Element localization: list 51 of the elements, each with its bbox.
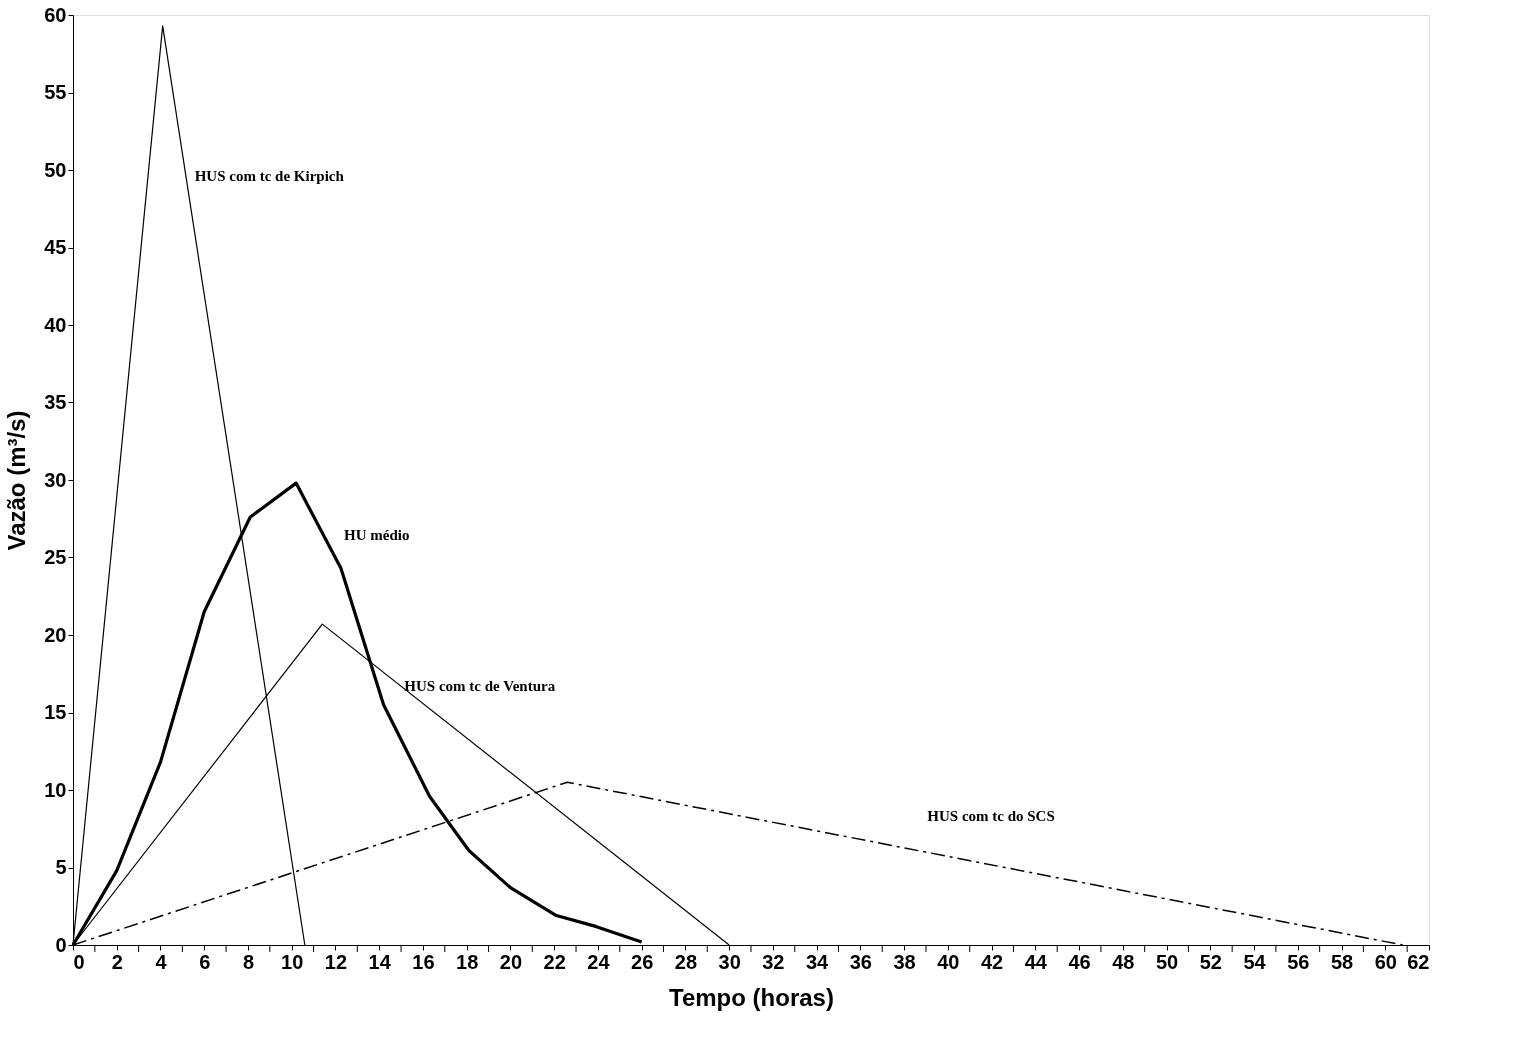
- x-tick-label: 2: [111, 950, 123, 973]
- x-tick-label: 6: [199, 950, 211, 973]
- x-tick-label: 56: [1287, 950, 1310, 973]
- y-tick-label: 35: [44, 391, 67, 413]
- series-label: HUS com tc do SCS: [927, 808, 1055, 825]
- y-tick-label: 0: [55, 933, 67, 956]
- x-tick-label: 58: [1330, 950, 1354, 973]
- x-tick-label: 24: [587, 950, 611, 973]
- y-tick-label: 5: [55, 856, 67, 878]
- x-tick-label: 8: [242, 950, 255, 973]
- x-tick-label: 28: [674, 950, 698, 973]
- y-tick-label: 40: [44, 313, 67, 336]
- x-tick-label: 12: [324, 950, 348, 973]
- x-tick-label: 52: [1199, 950, 1222, 973]
- x-axis-title: Tempo (horas): [669, 983, 834, 1011]
- x-tick-label: 54: [1243, 950, 1267, 973]
- x-tick-label: 30: [718, 950, 741, 973]
- x-tick-label: 0: [73, 950, 85, 973]
- x-tick-label: 16: [412, 950, 435, 973]
- x-tick-label: 18: [456, 950, 479, 973]
- x-tick-label: 34: [805, 950, 830, 973]
- x-tick-label: 50: [1155, 950, 1179, 973]
- x-tick-label: 48: [1112, 950, 1135, 973]
- x-tick-label: 10: [281, 950, 304, 973]
- x-tick-label: 36: [849, 950, 872, 973]
- y-tick-label: 20: [44, 623, 67, 646]
- x-tick-label: 40: [937, 950, 960, 973]
- y-axis-title: Vazão (m³/s): [3, 410, 31, 551]
- series-label: HUS com tc de Ventura: [404, 678, 556, 695]
- series-label: HU médio: [344, 527, 410, 544]
- y-tick-label: 50: [44, 158, 67, 181]
- y-tick-label: 15: [44, 701, 67, 723]
- x-tick-label: 46: [1068, 950, 1091, 973]
- x-tick-label: 4: [155, 950, 168, 973]
- series-label: HUS com tc de Kirpich: [194, 167, 345, 184]
- x-tick-label: 32: [762, 950, 785, 973]
- y-tick-label: 45: [44, 236, 67, 258]
- x-tick-label: 44: [1024, 950, 1048, 973]
- y-tick-label: 30: [44, 468, 67, 491]
- x-tick-label: 26: [631, 950, 654, 973]
- x-tick-label: 22: [543, 950, 566, 973]
- x-tick-label: 38: [893, 950, 916, 973]
- x-tick-label: 62: [1407, 950, 1430, 973]
- x-tick-label: 20: [499, 950, 523, 973]
- y-tick-label: 55: [44, 81, 67, 103]
- y-tick-label: 10: [44, 778, 67, 801]
- x-tick-label: 42: [980, 950, 1004, 973]
- x-tick-label: 60: [1374, 950, 1397, 973]
- y-tick-label: 60: [44, 3, 67, 26]
- x-tick-label: 14: [368, 950, 392, 973]
- y-tick-label: 25: [44, 546, 67, 568]
